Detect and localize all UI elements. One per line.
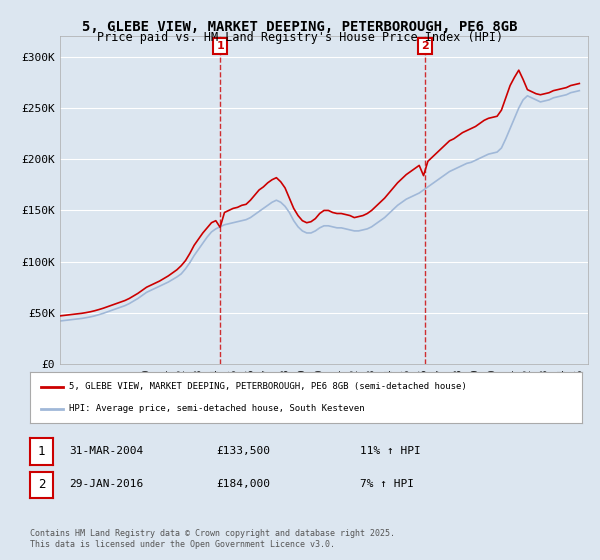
Text: 29-JAN-2016: 29-JAN-2016	[69, 479, 143, 489]
Text: 31-MAR-2004: 31-MAR-2004	[69, 446, 143, 456]
Text: 5, GLEBE VIEW, MARKET DEEPING, PETERBOROUGH, PE6 8GB: 5, GLEBE VIEW, MARKET DEEPING, PETERBORO…	[82, 20, 518, 34]
Text: 2: 2	[421, 41, 429, 51]
Text: 11% ↑ HPI: 11% ↑ HPI	[360, 446, 421, 456]
Text: Price paid vs. HM Land Registry's House Price Index (HPI): Price paid vs. HM Land Registry's House …	[97, 31, 503, 44]
Text: 1: 1	[38, 445, 45, 458]
Text: £133,500: £133,500	[216, 446, 270, 456]
Text: 7% ↑ HPI: 7% ↑ HPI	[360, 479, 414, 489]
Text: 1: 1	[216, 41, 224, 51]
Text: 5, GLEBE VIEW, MARKET DEEPING, PETERBOROUGH, PE6 8GB (semi-detached house): 5, GLEBE VIEW, MARKET DEEPING, PETERBORO…	[68, 382, 466, 391]
Text: HPI: Average price, semi-detached house, South Kesteven: HPI: Average price, semi-detached house,…	[68, 404, 364, 413]
Text: Contains HM Land Registry data © Crown copyright and database right 2025.
This d: Contains HM Land Registry data © Crown c…	[30, 529, 395, 549]
Text: 2: 2	[38, 478, 45, 492]
Text: £184,000: £184,000	[216, 479, 270, 489]
